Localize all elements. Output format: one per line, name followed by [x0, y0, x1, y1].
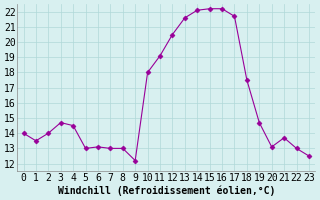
X-axis label: Windchill (Refroidissement éolien,°C): Windchill (Refroidissement éolien,°C)	[58, 185, 275, 196]
